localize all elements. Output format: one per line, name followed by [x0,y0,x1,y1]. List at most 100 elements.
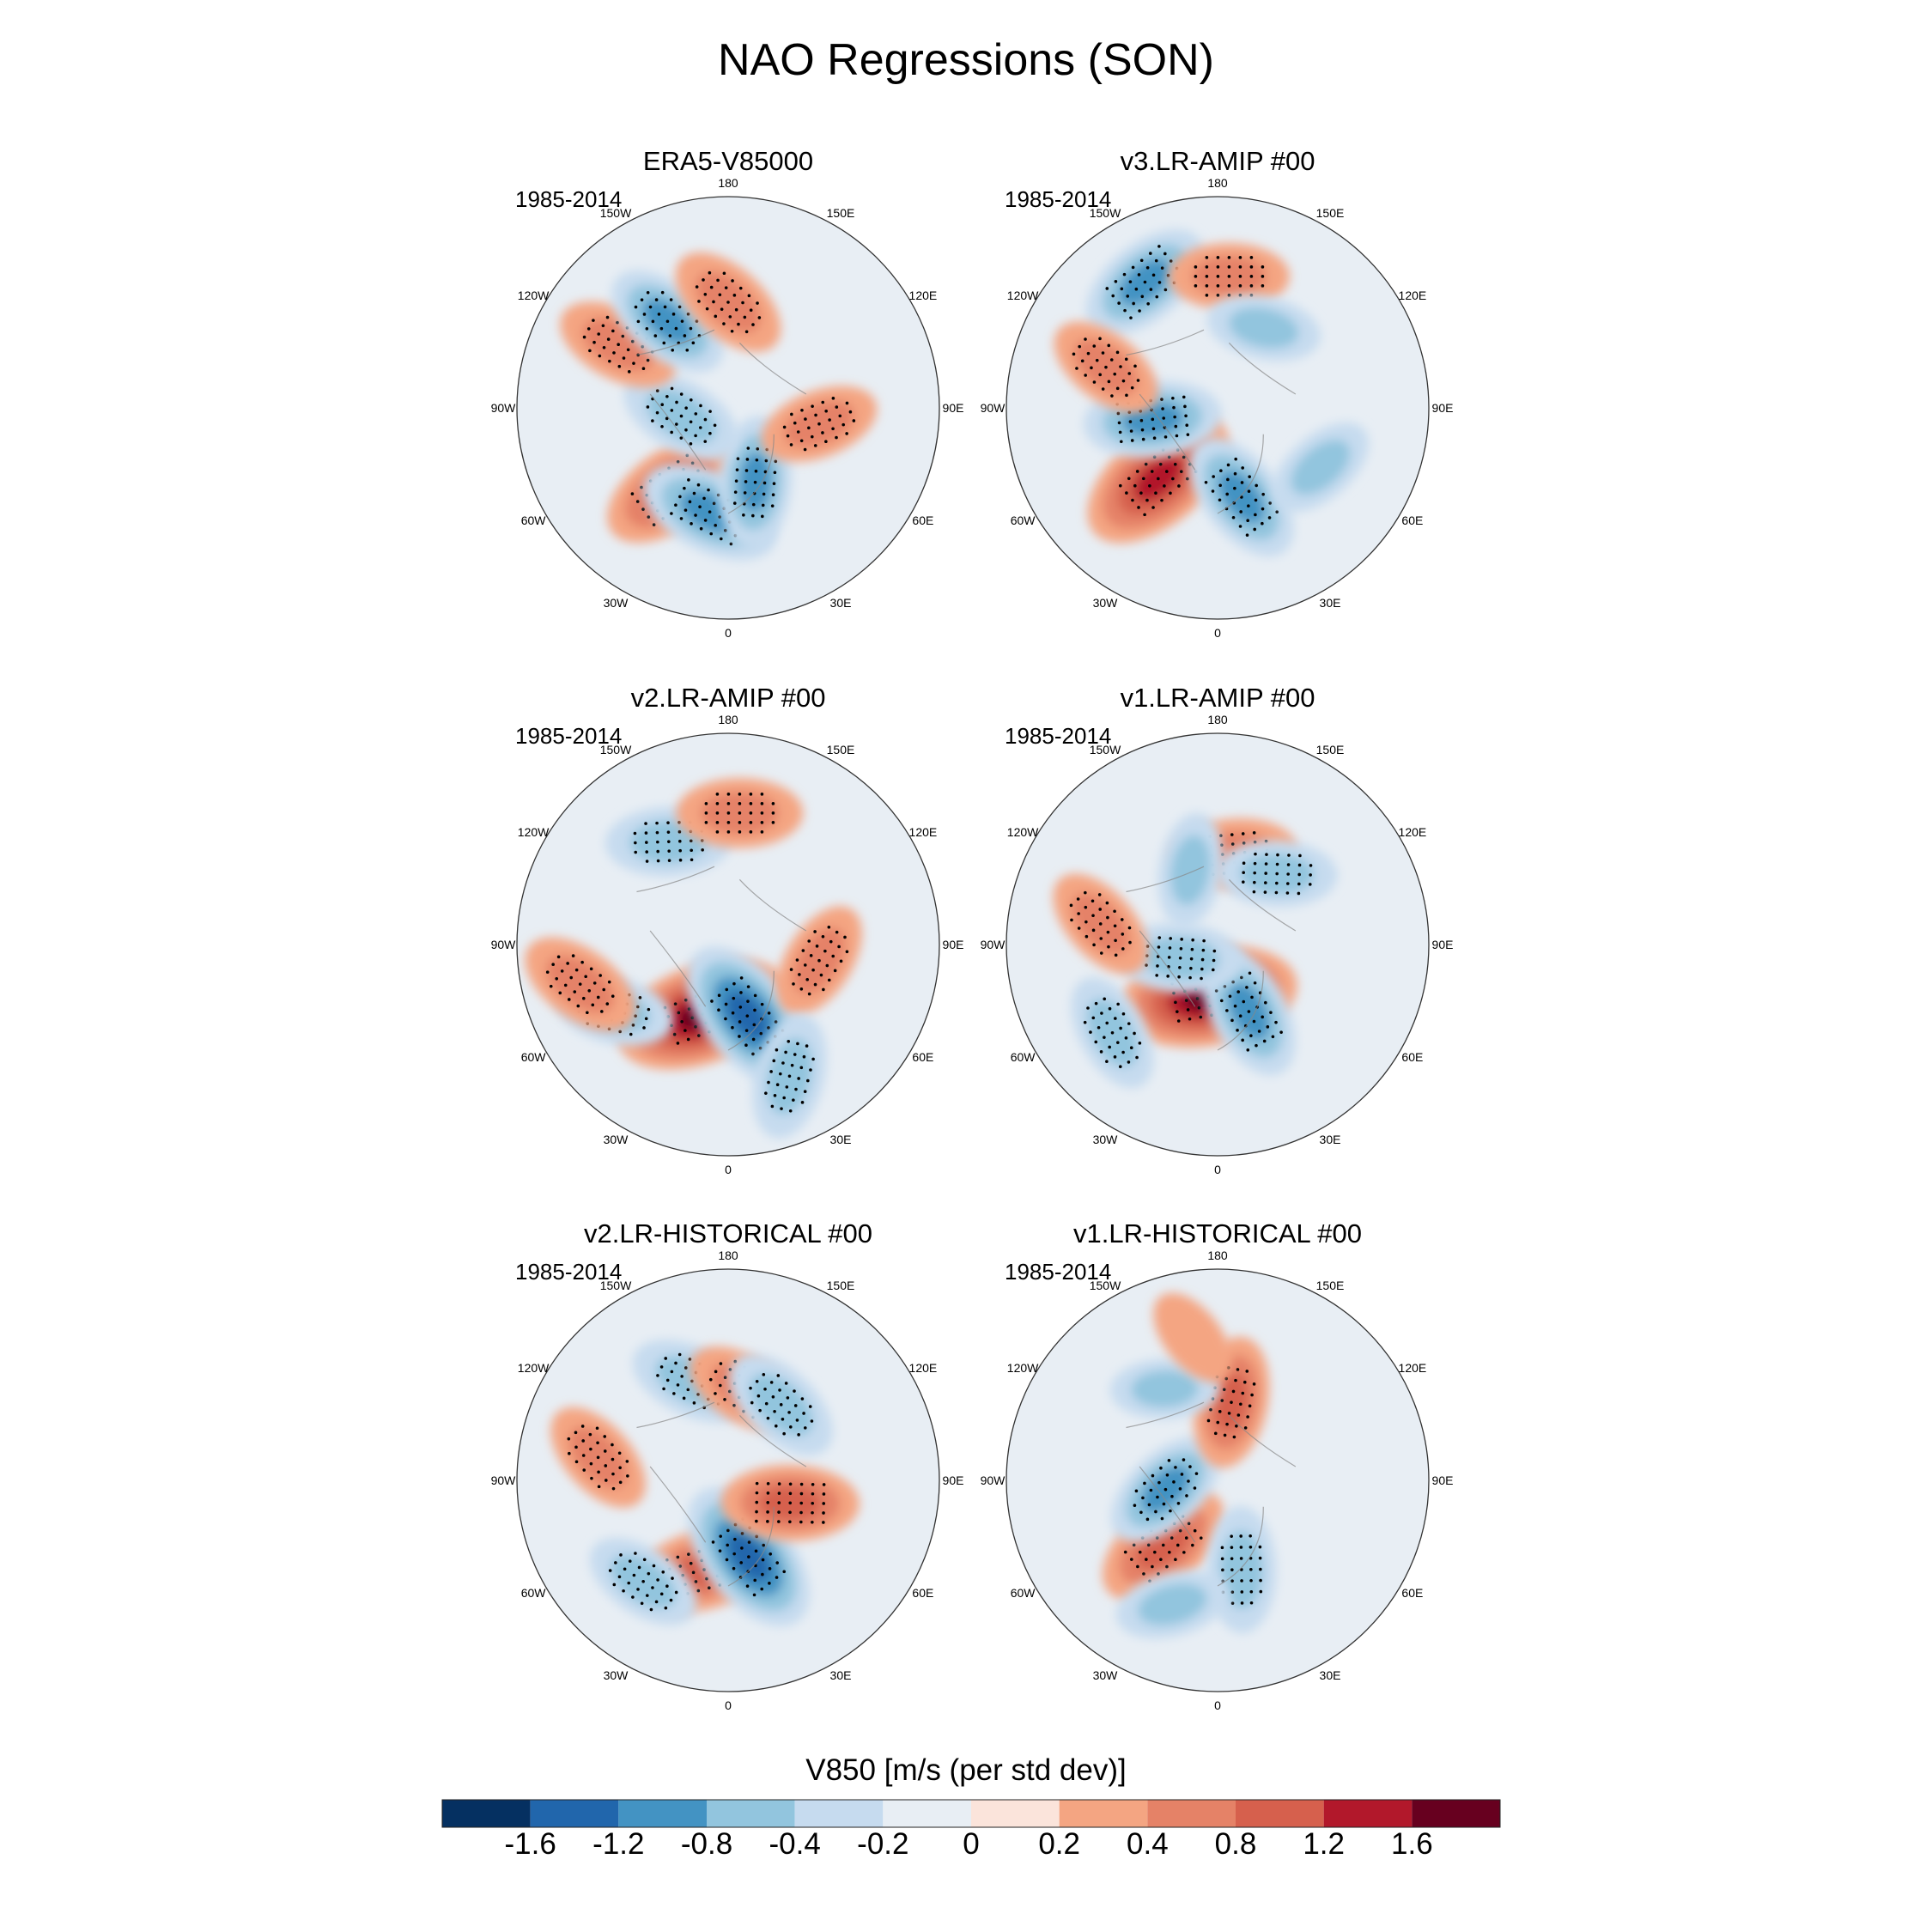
longitude-label: 120E [1398,289,1427,302]
significance-stipple [1214,971,1283,1052]
significance-stipple [1145,936,1217,981]
significance-stipple [582,315,654,374]
longitude-label: 180 [1207,713,1228,726]
longitude-label: 30W [603,1668,629,1682]
longitude-label: 90E [942,1473,964,1487]
longitude-label: 120W [1006,825,1039,839]
significance-stipple [634,290,702,352]
longitude-label: 30E [829,1668,852,1682]
period-label: 1985-2014 [1005,186,1112,212]
longitude-label: 150E [1315,1279,1345,1293]
longitude-label: 0 [1214,626,1221,640]
map-border [516,196,940,620]
map-border [1005,732,1430,1157]
longitude-label: 90W [490,401,516,415]
longitude-label: 120W [1006,1361,1039,1375]
longitude-label: 60W [520,513,546,527]
significance-stipple [646,386,717,446]
longitude-label: 150E [826,206,855,221]
panel-title: v3.LR-AMIP #00 [1120,146,1315,176]
coastlines [636,866,807,1051]
figure-title: NAO Regressions (SON) [718,35,1214,85]
significance-stipple [764,1039,815,1113]
coastlines [636,1401,807,1587]
significance-stipple [1069,890,1132,957]
contour-band [1131,1370,1199,1408]
map-panel-v3amip [1005,196,1430,620]
colorbar-tick-label: -1.6 [504,1827,556,1861]
significance-stipple [1072,337,1140,398]
longitude-label: 90E [1431,1473,1454,1487]
longitude-label: 0 [725,626,732,640]
significance-stipple [695,270,762,334]
longitude-label: 60W [520,1586,546,1600]
significance-stipple [608,1552,678,1612]
significance-stipple [755,1481,826,1524]
significance-stipple [1206,1365,1256,1439]
longitude-label: 90W [980,401,1005,415]
map-panel-v2hist [516,1268,940,1692]
longitude-label: 150W [1089,743,1121,757]
longitude-label: 120E [1398,825,1427,839]
longitude-label: 150E [1315,743,1345,757]
longitude-label: 150W [1089,1279,1121,1293]
longitude-label: 150E [826,743,855,757]
contour-band [1229,307,1299,349]
longitude-label: 30E [1319,1668,1341,1682]
anomaly-blob [1272,422,1369,513]
longitude-label: 180 [718,1249,738,1262]
significance-stipple [704,793,775,834]
significance-stipple [1242,852,1313,896]
map-border [1005,1268,1430,1692]
map-panel-v1amip [1005,732,1430,1157]
period-label: 1985-2014 [1005,723,1112,749]
map-border [1005,196,1430,620]
coastlines [1126,329,1297,514]
significance-stipple [749,1373,814,1437]
longitude-label: 90W [980,938,1005,951]
longitude-label: 30W [1092,1668,1118,1682]
panel-title: v1.LR-AMIP #00 [1120,683,1315,713]
panel-title: ERA5-V85000 [642,146,814,176]
significance-stipple [782,397,856,452]
colorbar-tick-label: -1.2 [592,1827,645,1861]
colorbar-tick-label: -0.8 [680,1827,733,1861]
anomaly-blob [1206,295,1321,361]
longitude-label: 150W [599,206,632,221]
longitude-label: 60E [1401,1586,1424,1600]
colorbar-tick-label: -0.4 [769,1827,821,1861]
longitude-label: 150W [599,1279,632,1293]
significance-stipple [567,1425,629,1491]
longitude-label: 30E [829,595,852,610]
longitude-label: 90W [490,938,516,951]
significance-stipple [732,447,778,519]
longitude-label: 120E [1398,1361,1427,1375]
colorbar-tick-label: 0.2 [1038,1827,1080,1861]
longitude-label: 30E [829,1132,852,1146]
longitude-label: 120W [517,825,550,839]
longitude-label: 0 [1214,1698,1221,1712]
longitude-label: 90E [942,938,964,951]
longitude-label: 60E [1401,513,1424,527]
significance-stipple [1083,997,1142,1069]
period-label: 1985-2014 [515,1259,623,1285]
significance-stipple [1220,1534,1263,1605]
coastlines [636,329,807,514]
longitude-label: 60W [520,1050,546,1064]
colorbar-tick-label: -0.2 [857,1827,909,1861]
longitude-label: 30E [1319,1132,1341,1146]
longitude-label: 150E [1315,206,1345,221]
longitude-label: 150W [599,743,632,757]
colorbar-tick-label: 0.8 [1214,1827,1257,1861]
longitude-label: 150E [826,1279,855,1293]
longitude-label: 120W [517,1361,550,1375]
longitude-label: 0 [725,1698,732,1712]
colorbar-tick-label: 0 [963,1827,980,1861]
longitude-label: 90W [490,1473,516,1487]
panel-title: v2.LR-HISTORICAL #00 [584,1218,872,1249]
longitude-label: 90W [980,1473,1005,1487]
coastlines [1126,866,1297,1051]
longitude-label: 180 [1207,176,1228,190]
